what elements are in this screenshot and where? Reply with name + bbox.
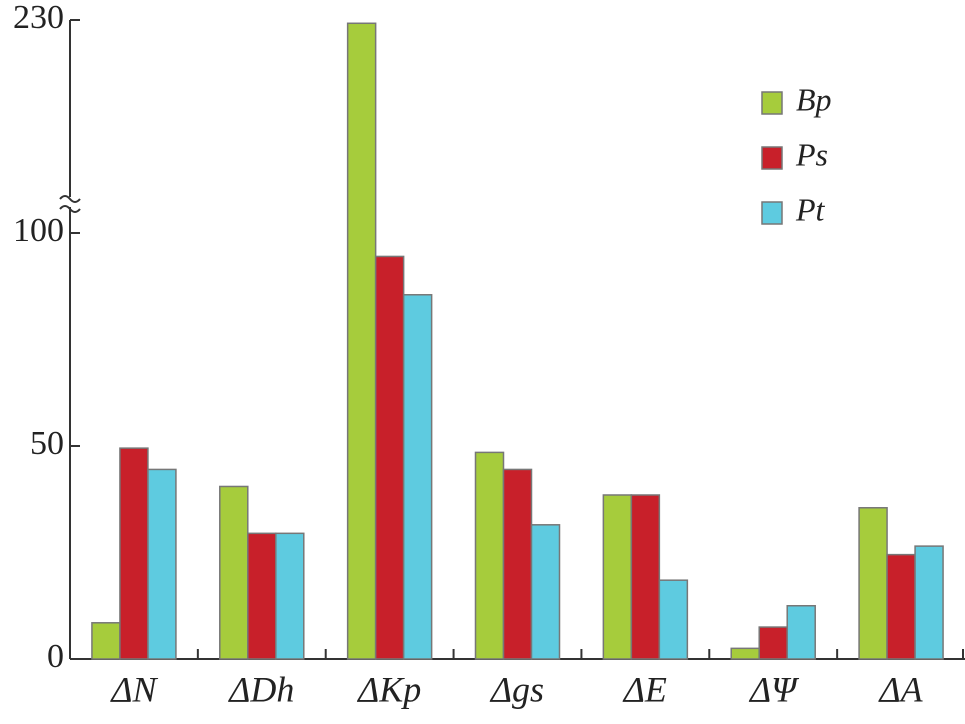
bar xyxy=(91,622,121,660)
bar xyxy=(530,524,561,660)
bar xyxy=(346,22,377,660)
bar xyxy=(786,605,816,660)
legend-swatch xyxy=(761,201,783,225)
y-tick-label: 230 xyxy=(13,0,64,36)
y-tick-label: 50 xyxy=(30,425,64,462)
bar xyxy=(402,294,433,660)
bar xyxy=(758,626,788,660)
bar xyxy=(658,579,689,660)
bar xyxy=(630,494,661,660)
bar xyxy=(858,507,888,660)
x-tick-label: ΔA xyxy=(878,669,924,709)
bar xyxy=(119,447,149,660)
axis-break xyxy=(59,195,81,203)
legend-label: Ps xyxy=(795,136,828,172)
x-tick-label: ΔΨ xyxy=(748,669,800,709)
x-tick-label: ΔE xyxy=(622,669,667,709)
bar xyxy=(602,494,633,660)
axis-break xyxy=(59,205,81,213)
axis-break-gap xyxy=(62,197,78,207)
bar xyxy=(247,532,277,660)
bar xyxy=(374,255,405,660)
bar xyxy=(730,647,760,660)
bar xyxy=(219,485,249,660)
y-tick-label: 100 xyxy=(13,212,64,249)
x-tick-label: ΔN xyxy=(109,669,158,709)
bar xyxy=(275,532,305,660)
bar xyxy=(502,468,533,660)
x-tick-label: ΔDh xyxy=(227,669,294,709)
legend-swatch xyxy=(761,91,783,115)
legend-label: Bp xyxy=(796,81,832,117)
x-tick-label: ΔKp xyxy=(356,669,421,709)
legend-swatch xyxy=(761,146,783,170)
bar xyxy=(886,553,916,660)
x-tick-label: Δgs xyxy=(489,669,544,709)
legend-label: Pt xyxy=(795,191,826,227)
bar xyxy=(914,545,944,660)
y-tick-label: 0 xyxy=(47,638,64,675)
bar xyxy=(474,451,505,660)
bar xyxy=(147,468,177,660)
